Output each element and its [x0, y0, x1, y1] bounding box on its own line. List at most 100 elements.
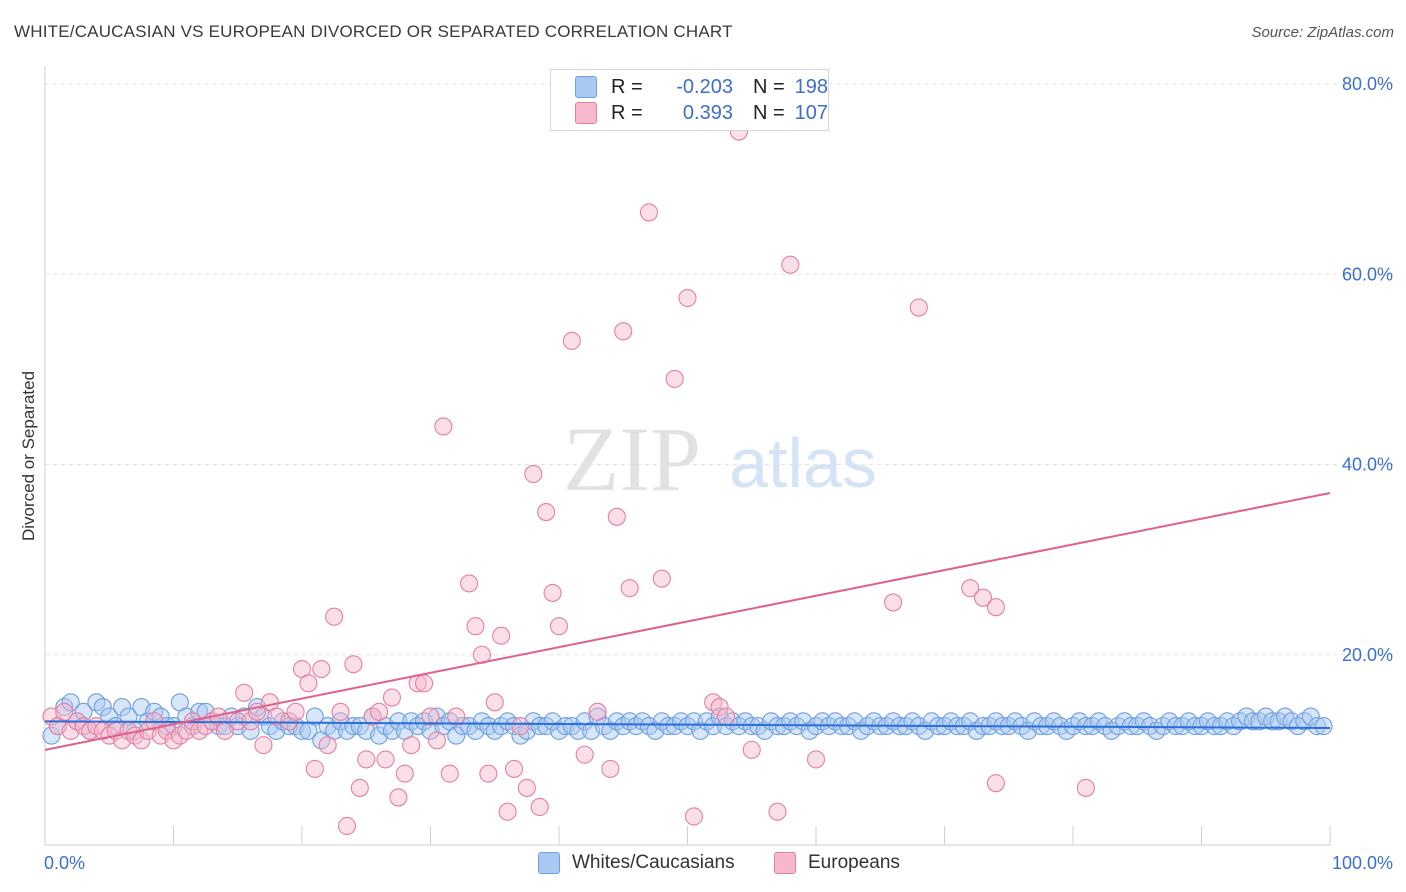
- europeans-point: [415, 674, 434, 693]
- whites-point: [1301, 707, 1320, 726]
- europeans-point: [337, 816, 357, 836]
- whites-trend-line: [44, 720, 1331, 729]
- europeans-point: [427, 731, 446, 750]
- europeans-point: [517, 778, 536, 797]
- europeans-point: [312, 659, 331, 679]
- europeans-point: [716, 707, 736, 726]
- europeans-point: [524, 464, 543, 484]
- watermark-atlas: atlas: [729, 424, 877, 502]
- legend-r-value: -0.203: [676, 75, 733, 98]
- europeans-point: [607, 507, 626, 526]
- europeans-point: [459, 574, 479, 593]
- europeans-trend-line: [44, 492, 1331, 751]
- legend-r-label: R =: [611, 75, 643, 98]
- europeans-point: [652, 569, 671, 588]
- europeans-point: [299, 674, 318, 693]
- grid-lines: [45, 83, 1393, 656]
- watermark-zip: ZIP: [563, 408, 701, 510]
- europeans-point: [973, 588, 993, 607]
- europeans-point: [466, 617, 485, 636]
- legend-n-value: 107: [794, 101, 828, 124]
- trend-lines: [44, 492, 1331, 751]
- europeans-point: [132, 731, 151, 750]
- europeans-point: [421, 707, 440, 726]
- europeans-point: [742, 740, 761, 759]
- whites-point: [113, 698, 132, 717]
- whites-point: [93, 698, 112, 717]
- europeans-point: [479, 764, 498, 783]
- europeans-point: [530, 797, 549, 817]
- whites-point: [704, 717, 723, 736]
- legend-row-whites: R = -0.203 N = 198: [575, 74, 828, 100]
- x-tick-label: 100.0%: [1332, 853, 1393, 873]
- y-axis-label: Divorced or Separated: [19, 371, 38, 541]
- watermark: ZIP atlas: [563, 408, 877, 510]
- europeans-point: [620, 579, 639, 598]
- europeans-point: [562, 331, 581, 350]
- europeans-point: [492, 626, 511, 645]
- europeans-point: [382, 688, 402, 707]
- europeans-point: [447, 707, 466, 726]
- europeans-point: [318, 736, 337, 755]
- bottom-legend-label-whites: Whites/Caucasians: [572, 852, 735, 873]
- legend: R = -0.203 N = 198 R = 0.393 N = 107: [550, 69, 829, 131]
- europeans-point: [395, 764, 414, 783]
- europeans-point: [485, 693, 504, 712]
- europeans-point: [575, 745, 594, 764]
- europeans-point: [280, 712, 299, 731]
- europeans-point: [440, 764, 459, 783]
- legend-swatch-europeans: [575, 102, 597, 124]
- europeans-point: [665, 369, 684, 388]
- whites-point: [74, 702, 93, 721]
- europeans-point: [806, 750, 826, 769]
- europeans-point: [909, 298, 928, 317]
- europeans-point: [254, 736, 273, 755]
- whites-point: [569, 721, 588, 740]
- bottom-legend-swatch-europeans: [774, 852, 796, 874]
- legend-swatch-whites: [575, 76, 597, 98]
- y-tick-label: 20.0%: [1342, 645, 1393, 665]
- europeans-point: [639, 203, 659, 222]
- europeans-point: [350, 778, 369, 797]
- legend-r-label: R =: [611, 101, 643, 124]
- europeans-point: [376, 750, 395, 769]
- europeans-point: [434, 417, 453, 436]
- x-tick-label: 0.0%: [44, 853, 85, 873]
- bottom-legend-label-europeans: Europeans: [808, 852, 900, 873]
- europeans-point: [549, 617, 569, 636]
- tick-labels: 20.0% 40.0% 60.0% 80.0% 0.0% 100.0%: [44, 74, 1393, 873]
- europeans-point: [286, 702, 305, 721]
- whites-point: [447, 726, 466, 745]
- europeans-point: [710, 698, 729, 717]
- europeans-point: [884, 593, 903, 612]
- europeans-point: [678, 288, 697, 308]
- legend-n-label: N =: [752, 75, 785, 98]
- chart-title: WHITE/CAUCASIAN VS EUROPEAN DIVORCED OR …: [14, 22, 733, 41]
- whites-point: [42, 726, 61, 745]
- europeans-point: [768, 802, 787, 821]
- europeans-point: [986, 774, 1005, 793]
- bottom-legend-whites: Whites/Caucasians: [538, 852, 735, 874]
- whites-point: [61, 693, 80, 712]
- europeans-point: [588, 702, 607, 721]
- axes: [44, 66, 1331, 846]
- europeans-point: [498, 802, 517, 821]
- europeans-point: [537, 503, 556, 522]
- europeans-point: [601, 759, 620, 778]
- europeans-point: [986, 598, 1005, 617]
- y-tick-label: 40.0%: [1342, 455, 1393, 475]
- europeans-point: [511, 717, 530, 736]
- whites-point: [305, 707, 324, 726]
- europeans-point: [543, 583, 562, 602]
- whites-point: [1308, 717, 1327, 736]
- europeans-point: [781, 255, 800, 274]
- y-tick-label: 60.0%: [1342, 264, 1393, 284]
- legend-n-label: N =: [752, 101, 785, 124]
- europeans-point: [684, 807, 703, 826]
- legend-n-value: 198: [794, 75, 828, 98]
- europeans-point: [305, 759, 324, 778]
- bottom-legend-europeans: Europeans: [774, 852, 900, 874]
- europeans-point: [331, 702, 350, 721]
- source-label: Source: ZipAtlas.com: [1251, 24, 1394, 41]
